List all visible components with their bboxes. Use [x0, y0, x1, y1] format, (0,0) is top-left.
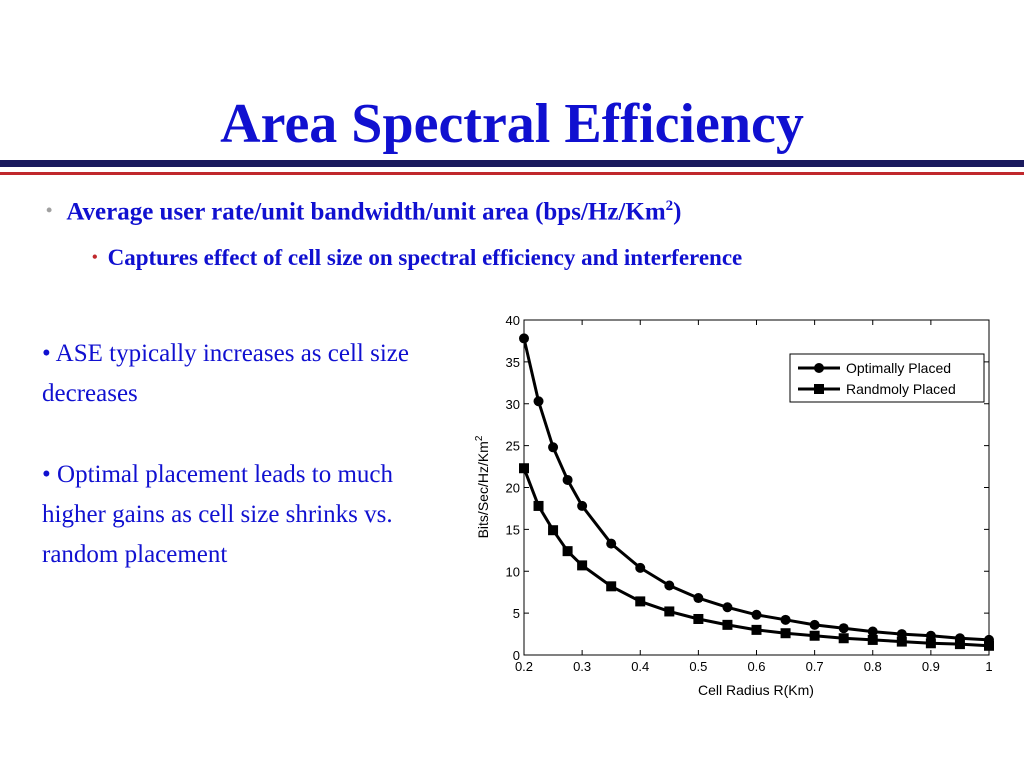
- title-divider-red: [0, 172, 1024, 175]
- data-point-random: [838, 633, 849, 644]
- data-point-random: [577, 560, 588, 571]
- data-point-random: [809, 630, 820, 641]
- data-point-optimal: [606, 538, 617, 549]
- sub-bullet-text: Captures effect of cell size on spectral…: [107, 245, 743, 270]
- side-bullet-placement: • Optimal placement leads to much higher…: [42, 455, 452, 575]
- main-bullet-sup: 2: [665, 198, 674, 214]
- y-tick-label: 0: [513, 648, 520, 663]
- legend-label-optimal: Optimally Placed: [846, 360, 951, 376]
- x-tick-label: 0.7: [806, 659, 824, 674]
- y-tick-label: 40: [506, 313, 520, 328]
- data-point-random: [954, 639, 965, 650]
- data-point-random: [896, 636, 907, 647]
- data-point-optimal: [751, 609, 762, 620]
- data-point-optimal: [519, 333, 529, 344]
- data-point-random: [533, 500, 544, 511]
- main-bullet-dot: •: [46, 200, 53, 221]
- y-axis-label-sup: 2: [474, 435, 485, 441]
- legend-label-random: Randmoly Placed: [846, 381, 956, 397]
- x-tick-label: 0.9: [922, 659, 940, 674]
- data-point-random: [519, 463, 529, 474]
- data-point-optimal: [925, 630, 936, 641]
- y-tick-label: 35: [506, 355, 520, 370]
- data-point-random: [751, 624, 762, 635]
- x-axis-label: Cell Radius R(Km): [698, 682, 814, 698]
- y-axis-label-text: Bits/Sec/Hz/Km: [475, 441, 491, 538]
- data-point-optimal: [809, 619, 820, 630]
- side-bullet-dot: •: [42, 461, 51, 488]
- data-point-optimal: [780, 614, 791, 625]
- data-point-random: [664, 606, 675, 617]
- axis-ticks: 0.2 0.3 0.4 0.5 0.6 0.7 0.8 0.9 1051015202530354…: [506, 313, 993, 674]
- data-point-random: [984, 640, 994, 651]
- data-point-random: [780, 628, 791, 639]
- side-bullet-dot: •: [42, 340, 51, 367]
- main-bullet-end: ): [673, 198, 682, 226]
- x-tick-label: 0.6: [747, 659, 765, 674]
- data-point-optimal: [635, 562, 646, 573]
- y-tick-label: 5: [513, 606, 520, 621]
- data-point-random: [867, 634, 878, 645]
- x-tick-label: 0.4: [631, 659, 649, 674]
- data-point-optimal: [693, 593, 704, 604]
- title-divider-navy: [0, 160, 1024, 167]
- data-point-optimal: [562, 474, 573, 485]
- main-bullet-text: Average user rate/unit bandwidth/unit ar…: [66, 198, 666, 226]
- main-bullet: • Average user rate/unit bandwidth/unit a…: [46, 198, 681, 226]
- y-tick-label: 30: [506, 397, 520, 412]
- data-point-optimal: [722, 602, 733, 613]
- x-tick-label: 0.2: [515, 659, 533, 674]
- y-axis-label: Bits/Sec/Hz/Km2: [474, 435, 491, 538]
- data-point-random: [693, 613, 704, 624]
- data-point-random: [562, 546, 573, 557]
- side-bullet-ase: • ASE typically increases as cell size d…: [42, 334, 452, 414]
- data-point-optimal: [548, 442, 559, 453]
- x-tick-label: 0.3: [573, 659, 591, 674]
- data-point-optimal: [577, 500, 588, 511]
- x-tick-label: 1: [985, 659, 992, 674]
- sub-bullet-dot: •: [92, 249, 98, 266]
- data-point-random: [606, 581, 617, 592]
- data-point-optimal: [867, 626, 878, 637]
- data-point-optimal: [896, 629, 907, 640]
- y-tick-label: 20: [506, 481, 520, 496]
- x-tick-label: 0.8: [864, 659, 882, 674]
- x-tick-label: 0.5: [689, 659, 707, 674]
- data-point-random: [925, 638, 936, 649]
- side-bullet-placement-text: Optimal placement leads to much higher g…: [42, 461, 394, 568]
- data-point-optimal: [533, 396, 544, 407]
- y-tick-label: 25: [506, 439, 520, 454]
- legend-marker-circle: [814, 363, 824, 373]
- data-point-random: [722, 619, 733, 630]
- side-bullet-ase-text: ASE typically increases as cell size dec…: [42, 340, 409, 407]
- y-tick-label: 15: [506, 522, 520, 537]
- data-point-optimal: [664, 580, 675, 591]
- data-point-optimal: [838, 623, 849, 634]
- legend: Optimally Placed Randmoly Placed: [789, 353, 985, 403]
- slide-title: Area Spectral Efficiency: [220, 93, 804, 155]
- legend-marker-square: [814, 384, 824, 394]
- y-tick-label: 10: [506, 564, 520, 579]
- sub-bullet: • Captures effect of cell size on spectra…: [92, 245, 742, 271]
- ase-line-chart: 0.2 0.3 0.4 0.5 0.6 0.7 0.8 0.9 1051015202530354…: [474, 313, 994, 698]
- data-point-random: [548, 525, 559, 536]
- data-point-random: [635, 596, 646, 607]
- series-layer: [519, 333, 994, 651]
